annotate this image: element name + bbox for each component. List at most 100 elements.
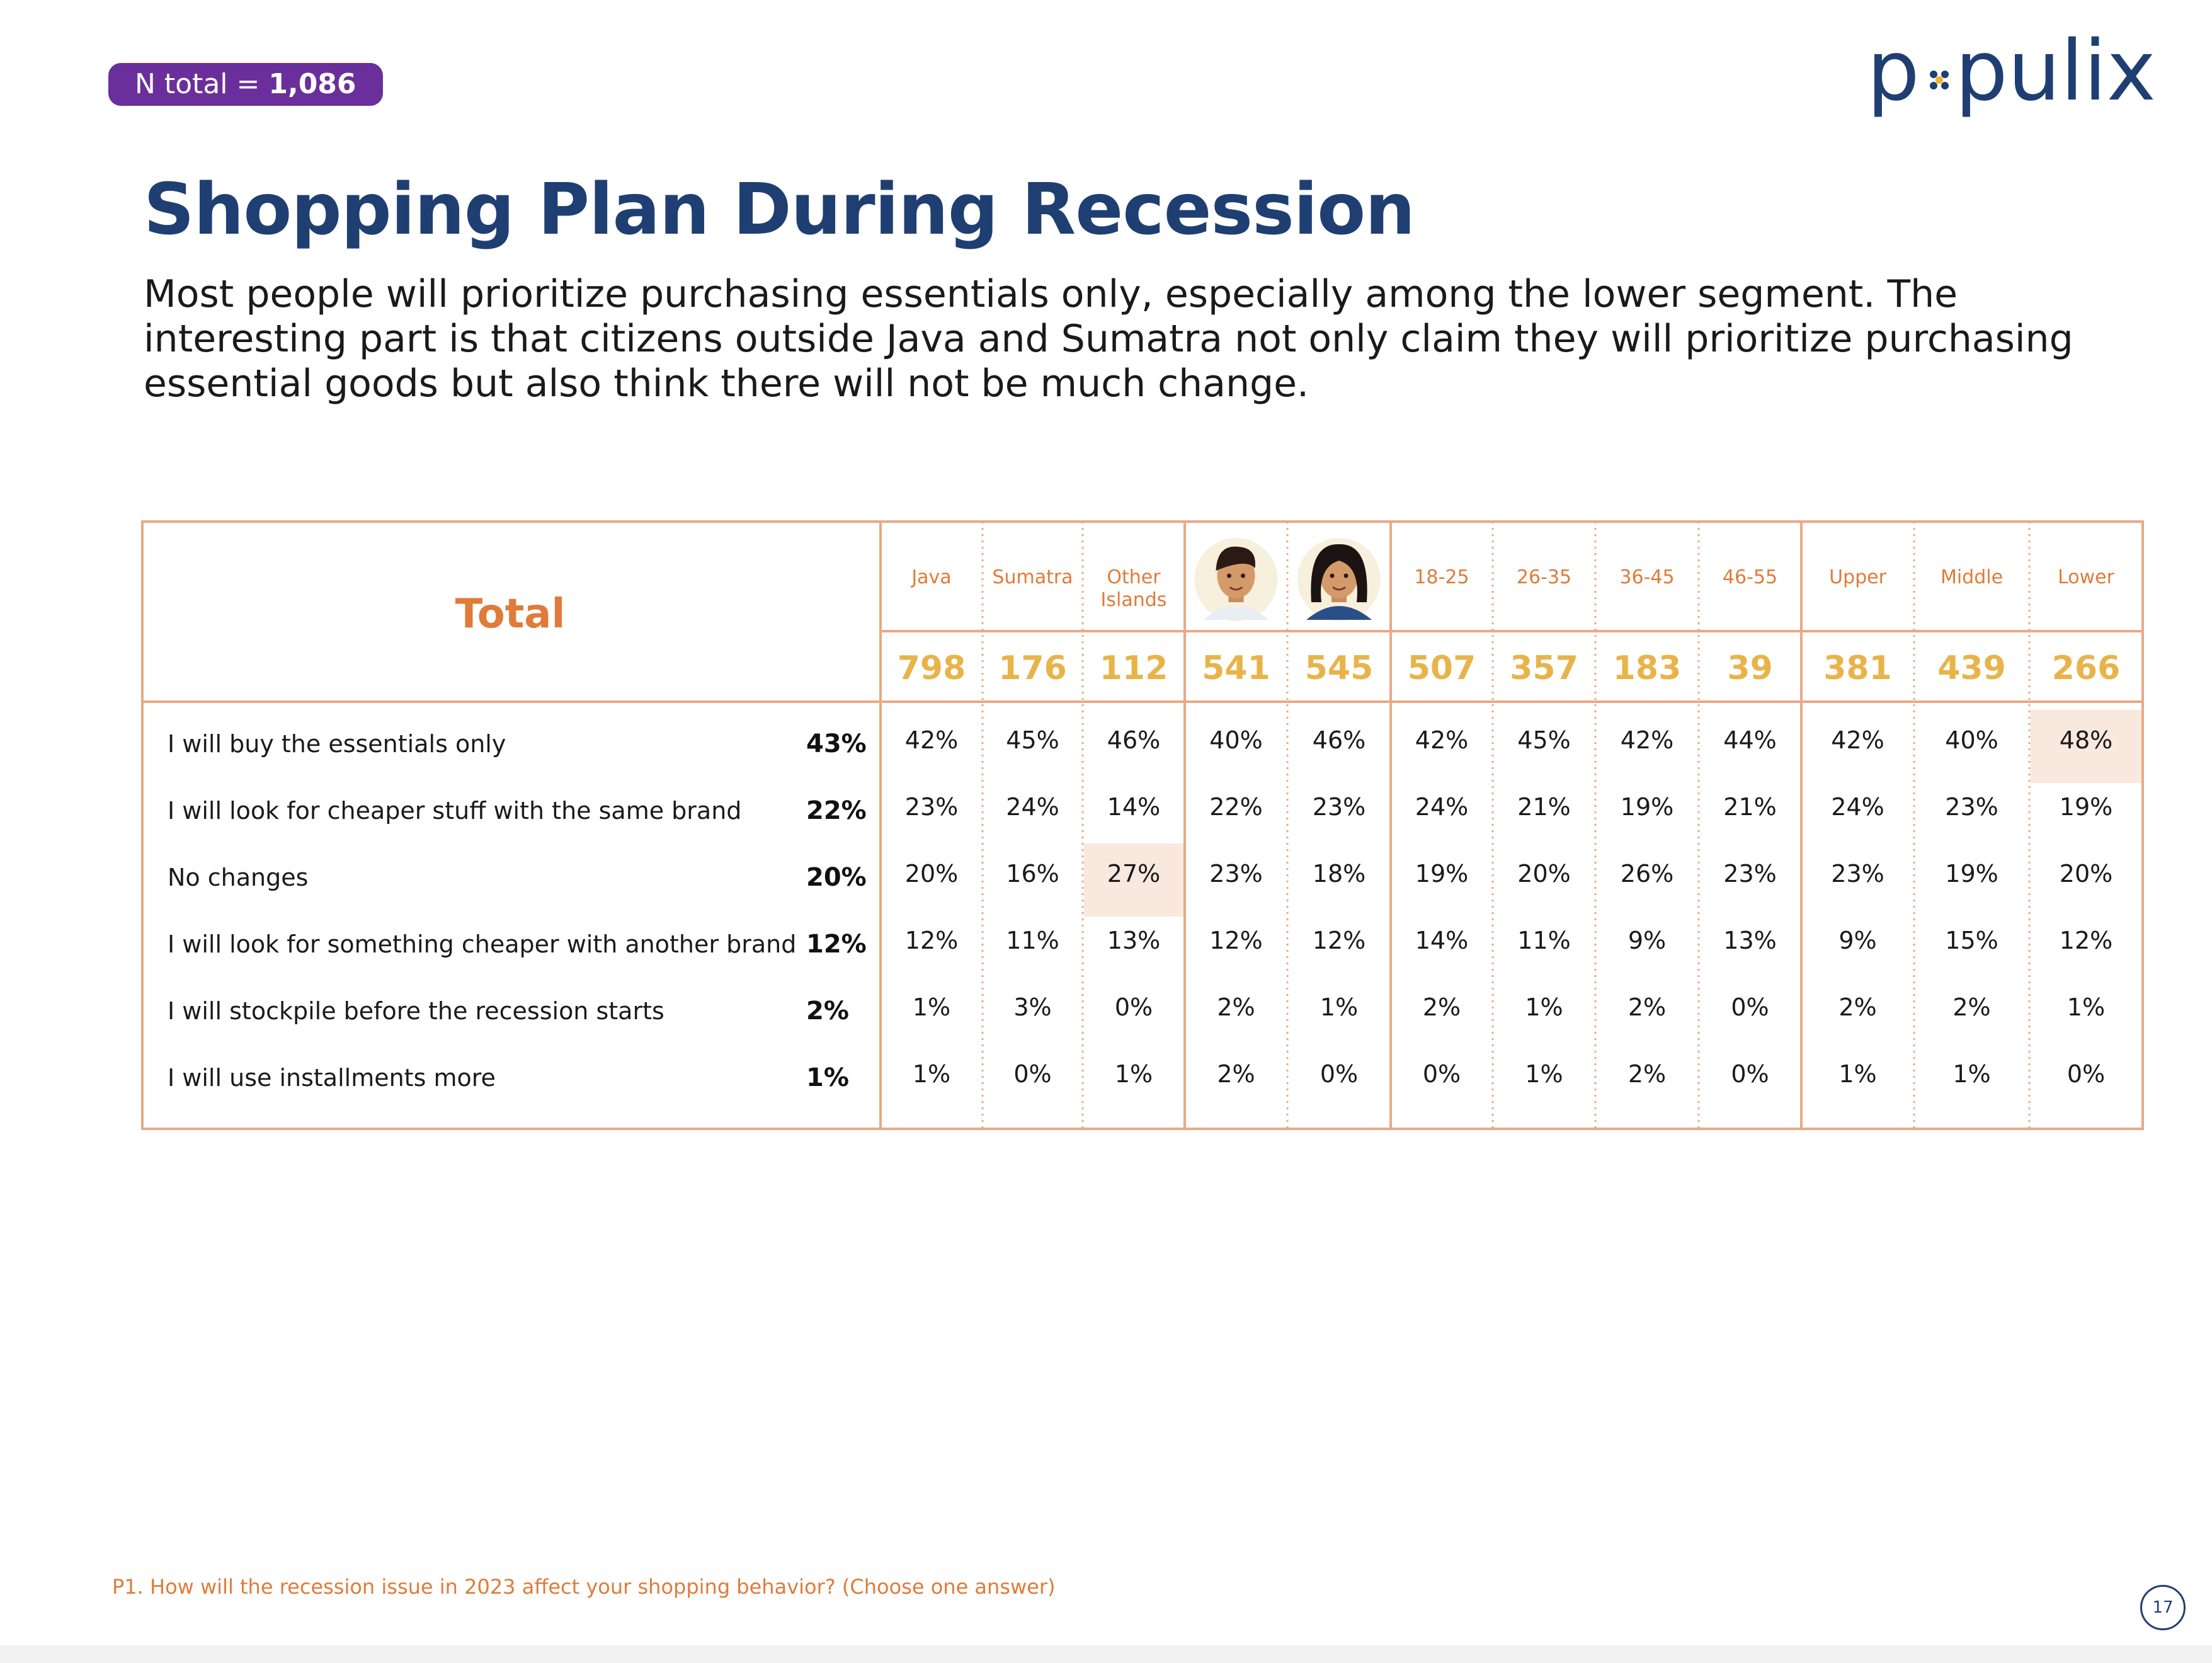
table-cell: 40% — [1209, 726, 1262, 754]
table-cell: 24% — [1415, 793, 1468, 821]
column-header-line1: Other — [1107, 566, 1161, 588]
table-cell: 11% — [1517, 927, 1570, 954]
table-cell: 1% — [913, 993, 950, 1021]
male-avatar-icon — [1194, 538, 1278, 621]
logo-dots-icon — [1930, 71, 1949, 89]
row-label: I will look for cheaper stuff with the s… — [168, 797, 741, 825]
table-cell: 9% — [1628, 927, 1666, 954]
column-header: 26-35 — [1517, 566, 1571, 588]
table-cell: 13% — [1723, 927, 1776, 954]
table-cell: 2% — [1217, 1060, 1255, 1088]
table-cell: 23% — [905, 793, 958, 821]
column-sample-size: 381 — [1823, 649, 1892, 687]
table-cell: 26% — [1621, 860, 1673, 888]
table-cell: 2% — [1628, 993, 1666, 1021]
highlight-cell-1 — [1084, 843, 1183, 917]
table-cell: 0% — [2067, 1060, 2105, 1088]
column-sample-size: 176 — [998, 649, 1067, 687]
page-subtitle: Most people will prioritize purchasing e… — [144, 272, 2073, 406]
table-cell: 14% — [1107, 793, 1160, 821]
column-sample-size: 183 — [1613, 649, 1682, 687]
bottom-edge — [0, 1645, 2212, 1663]
table-cell: 19% — [1415, 860, 1468, 888]
table-cell: 42% — [1621, 726, 1673, 754]
table-cell: 44% — [1723, 726, 1776, 754]
row-total: 20% — [806, 863, 867, 892]
table-cell: 45% — [1006, 726, 1059, 754]
table-cell: 2% — [1423, 993, 1461, 1021]
table-cell: 21% — [1723, 793, 1776, 821]
table-cell: 19% — [1945, 860, 1998, 888]
page-title: Shopping Plan During Recession — [144, 169, 1415, 251]
column-sample-size: 39 — [1727, 649, 1772, 687]
table-cell: 2% — [1839, 993, 1876, 1021]
row-total: 12% — [806, 930, 867, 959]
table-cell: 21% — [1517, 793, 1570, 821]
table-cell: 3% — [1013, 993, 1051, 1021]
highlight-cell-0 — [2031, 710, 2141, 783]
column-header: 46-55 — [1723, 566, 1777, 588]
column-sample-size: 357 — [1510, 649, 1578, 687]
table-cell: 19% — [2060, 793, 2112, 821]
table-cell: 18% — [1313, 860, 1365, 888]
table-cell: 23% — [1831, 860, 1884, 888]
row-label: I will use installments more — [168, 1064, 496, 1092]
column-header: Java — [910, 566, 951, 588]
row-label: I will buy the essentials only — [168, 730, 506, 758]
table-cell: 2% — [1628, 1060, 1666, 1088]
table-frame — [141, 520, 2144, 1130]
page-number: 17 — [2140, 1585, 2186, 1630]
table-cell: 23% — [1313, 793, 1365, 821]
table-cell: 42% — [1415, 726, 1468, 754]
table-cell: 20% — [2060, 860, 2112, 888]
n-total-badge: N total = 1,086 — [108, 63, 383, 106]
table-cell: 1% — [1115, 1060, 1153, 1088]
table-cell: 45% — [1517, 726, 1570, 754]
column-header: Middle — [1941, 566, 2003, 588]
logo-text-right: pulix — [1955, 30, 2156, 120]
table-cell: 22% — [1209, 793, 1262, 821]
table-cell: 48% — [2060, 726, 2112, 754]
table-cell: 0% — [1115, 993, 1153, 1021]
row-total: 2% — [806, 997, 849, 1026]
table-cell: 13% — [1107, 927, 1160, 954]
row-label: No changes — [168, 864, 308, 891]
column-sample-size: 439 — [1937, 649, 2006, 687]
table-cell: 23% — [1209, 860, 1262, 888]
female-avatar-icon — [1297, 538, 1381, 621]
column-sample-size: 266 — [2052, 649, 2121, 687]
table-cell: 12% — [905, 927, 958, 954]
total-title: Total — [455, 591, 566, 637]
column-sample-size: 545 — [1305, 649, 1374, 687]
table-cell: 0% — [1731, 1060, 1769, 1088]
populix-logo: p pulix — [1867, 30, 2156, 120]
table-cell: 15% — [1945, 927, 1998, 954]
column-header: Sumatra — [992, 566, 1073, 588]
table-cell: 0% — [1423, 1060, 1461, 1088]
table-cell: 20% — [1517, 860, 1570, 888]
table-cell: 40% — [1945, 726, 1998, 754]
table-cell: 19% — [1621, 793, 1673, 821]
table-cell: 42% — [1831, 726, 1884, 754]
n-total-value: 1,086 — [268, 68, 356, 100]
row-label: I will stockpile before the recession st… — [168, 997, 664, 1025]
row-total: 1% — [806, 1063, 849, 1092]
question-footnote: P1. How will the recession issue in 2023… — [112, 1575, 1056, 1599]
table-cell: 0% — [1013, 1060, 1051, 1088]
table-cell: 23% — [1723, 860, 1776, 888]
column-sample-size: 507 — [1408, 649, 1476, 687]
table-cell: 2% — [1217, 993, 1255, 1021]
table-cell: 2% — [1953, 993, 1990, 1021]
table-cell: 23% — [1945, 793, 1998, 821]
table-cell: 12% — [1313, 927, 1365, 954]
column-sample-size: 112 — [1100, 649, 1168, 687]
table-cell: 9% — [1839, 927, 1876, 954]
table-cell: 14% — [1415, 927, 1468, 954]
column-header: 36-45 — [1619, 566, 1674, 588]
table-cell: 42% — [905, 726, 958, 754]
logo-text-left: p — [1867, 30, 1920, 120]
table-cell: 12% — [1209, 927, 1262, 954]
table-cell: 24% — [1006, 793, 1059, 821]
column-sample-size: 798 — [898, 649, 966, 687]
